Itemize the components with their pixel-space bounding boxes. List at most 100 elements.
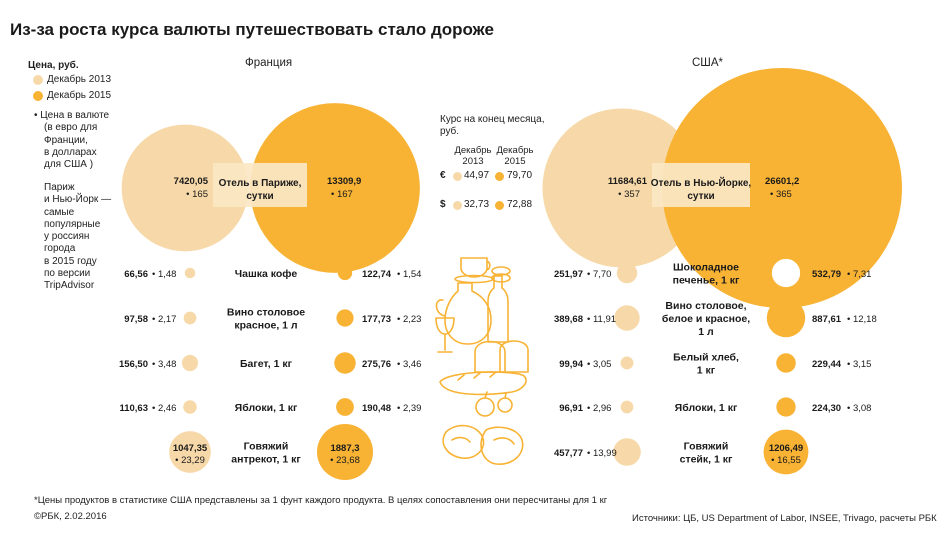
note-line: в долларах: [44, 146, 97, 158]
usa-item-2015-foreign: • 12,18: [847, 314, 877, 325]
bottle-icon: [487, 275, 509, 343]
rate-col-2015: Декабрь 2015: [496, 145, 534, 167]
rate-col-2013: Декабрь 2013: [454, 145, 492, 167]
hotel-paris-2015-foreign: • 167: [331, 189, 353, 200]
rate-row-dollar: $ 32,73 72,88: [440, 199, 540, 213]
bubble-france-item-2015: [336, 398, 354, 416]
usa-item-label: 1 кг: [697, 365, 716, 377]
bubble-france-item-2013: [184, 267, 196, 279]
usa-item-label: Говяжий: [684, 441, 729, 453]
france-item-2015-foreign: • 2,39: [397, 403, 421, 414]
hotel-paris-2013-value: 7420,05: [174, 176, 209, 187]
usa-item-2013-value: 457,77: [554, 448, 583, 459]
france-item-label: Чашка кофе: [235, 268, 298, 280]
bubble-usa-item-2015: [766, 298, 806, 338]
usa-item-2015-value: 887,61: [812, 314, 842, 325]
france-item-label: Вино столовое: [227, 307, 305, 319]
usa-item-2015-foreign: • 16,55: [771, 455, 801, 466]
apple-icon: [475, 397, 495, 417]
note-line: • Цена в валюте: [34, 110, 110, 121]
hotel-ny-label-box: [652, 163, 750, 207]
france-item-2013-foreign: • 1,48: [152, 269, 176, 280]
france-item-label: красное, 1 л: [234, 320, 297, 332]
rate-row-euro: € 44,97 79,70: [440, 170, 540, 184]
note-line: самые: [44, 206, 75, 218]
usa-item-2013-foreign: • 13,99: [587, 448, 617, 459]
coffee-cup-icon: [460, 257, 491, 278]
usa-item-label: Яблоки, 1 кг: [675, 402, 738, 414]
note-line: Париж: [44, 182, 75, 193]
bread-loaf-icon: [474, 340, 506, 373]
rate-col-label: Декабрь: [496, 145, 534, 156]
bubble-france-item-2015: [334, 352, 356, 374]
legend-header: Цена, руб.: [28, 60, 79, 71]
footnote: *Цены продуктов в статистике США предста…: [34, 495, 608, 506]
chart-title: Из-за роста курса валюты путешествовать …: [10, 20, 494, 39]
hotel-ny-label: сутки: [687, 191, 714, 202]
hotel-ny-2013-value: 11684,61: [608, 176, 648, 187]
france-item-2013-foreign: • 2,46: [152, 403, 176, 414]
usa-item-2013-foreign: • 3,05: [587, 359, 611, 370]
france-item-2013-foreign: • 2,17: [152, 314, 176, 325]
note-line: для США ): [44, 159, 94, 171]
bubble-france-item-2013: [169, 431, 211, 473]
rate-dot-2015: [495, 201, 504, 210]
usa-item-label: Вино столовое,: [665, 300, 746, 312]
euro-symbol: €: [440, 170, 446, 181]
legend-2013-swatch: [33, 75, 43, 85]
bubble-usa-item-2015: [776, 353, 796, 373]
rate-col-label: Декабрь: [454, 145, 492, 156]
note-line: популярные: [44, 218, 101, 230]
usa-item-2015-foreign: • 7,31: [847, 269, 871, 280]
bubble-usa-item-2015: [776, 397, 796, 417]
rate-header-line: руб.: [440, 126, 460, 138]
france-item-2013-foreign: • 3,48: [152, 359, 176, 370]
steak-icon: [442, 424, 485, 459]
usa-item-label: Шоколадное: [673, 262, 739, 274]
note-line: по версии: [44, 268, 91, 280]
bubble-hotel-paris-2015: [250, 103, 420, 273]
france-item-2015-foreign: • 1,54: [397, 269, 421, 280]
usa-item-2013-foreign: • 2,96: [587, 403, 611, 414]
usa-item-2015-value: 1206,49: [769, 443, 803, 454]
france-item-2013-value: 1047,35: [173, 443, 208, 454]
bubble-hotel-paris-2013: [121, 124, 249, 252]
legend-foreign-note: • Цена в валюте (в евро для Франции, в д…: [34, 110, 109, 171]
note-line: и Нью-Йорк —: [44, 194, 112, 206]
bubble-france-item-2013: [183, 400, 197, 414]
bubble-france-item-2015: [337, 265, 353, 281]
france-item-label: Говяжий: [244, 441, 289, 453]
france-item-2015-value: 122,74: [362, 269, 392, 280]
macaron-icon: [491, 266, 511, 276]
usa-item-2015-foreign: • 3,08: [847, 403, 871, 414]
dollar-rate-2015: 72,88: [507, 199, 533, 210]
usa-item-2013-foreign: • 7,70: [587, 269, 611, 280]
note-line: у россиян: [44, 231, 90, 243]
hotel-paris-label: сутки: [246, 191, 273, 202]
credit: ©РБК, 2.02.2016: [34, 511, 107, 522]
rate-dot-2013: [453, 172, 462, 181]
usa-item-label: Белый хлеб,: [673, 352, 739, 364]
euro-rate-2013: 44,97: [464, 170, 490, 181]
usa-item-label: белое и красное,: [662, 313, 750, 325]
usa-item-label: стейк, 1 кг: [680, 454, 733, 466]
france-item-2015-value: 275,76: [362, 359, 391, 370]
hotel-ny-2015-foreign: • 365: [770, 189, 792, 200]
usa-item-2015-foreign: • 3,15: [847, 359, 871, 370]
bubble-layer: [121, 68, 902, 480]
france-item-2015-foreign: • 3,46: [397, 359, 421, 370]
france-item-2015-value: 177,73: [362, 314, 391, 325]
wine-jug-icon: [444, 282, 492, 345]
bubble-usa-item-2013: [620, 356, 634, 370]
usa-item-2013-value: 99,94: [559, 359, 583, 370]
legend-2015-label: Декабрь 2015: [47, 90, 112, 101]
bubble-france-item-2013: [183, 311, 197, 325]
apple-icon: [497, 397, 513, 413]
bubble-usa-item-2013: [620, 400, 634, 414]
bubble-hotel-ny-2013: [542, 108, 702, 268]
legend-2013-label: Декабрь 2013: [47, 74, 112, 85]
macaron-icon: [491, 273, 511, 283]
bubble-usa-item-2015: [763, 429, 809, 475]
hotel-paris-label: Отель в Париже,: [219, 178, 302, 189]
